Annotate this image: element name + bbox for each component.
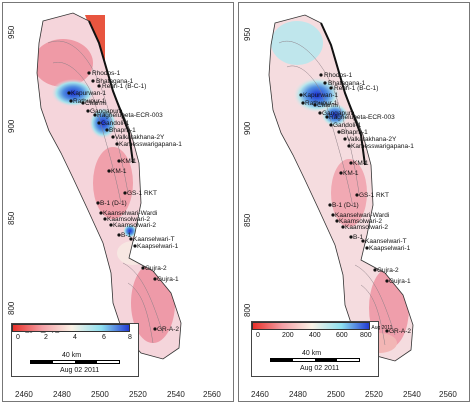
fault-line: [320, 22, 366, 166]
svg-text:Rathupur-1: Rathupur-1: [305, 100, 338, 107]
svg-text:B-1: B-1: [121, 232, 132, 239]
svg-text:GS-1 RKT: GS-1 RKT: [359, 192, 389, 199]
svg-text:Gujra-1: Gujra-1: [157, 276, 179, 283]
y-tick-850: 850: [7, 211, 16, 225]
well-labels-left: Rhodos-1 Bhatagana-1 Rehri-1 (B-C-1) Kap…: [71, 70, 182, 333]
svg-text:Charmi: Charmi: [85, 100, 106, 107]
legend-ticks: 0 200 400 600 800: [256, 332, 372, 339]
svg-text:Rehri-1 (B-C-1): Rehri-1 (B-C-1): [334, 85, 378, 92]
x-tick-2520: 2520: [365, 390, 383, 399]
svg-text:Gujra-2: Gujra-2: [377, 267, 399, 274]
gradient-map-right: Rhodos-1 Bhatagana-1 Rehri-1 (B-C-1) Kap…: [268, 14, 414, 362]
svg-text:GS-1 RKT: GS-1 RKT: [127, 190, 157, 197]
svg-text:Bhapra-1: Bhapra-1: [109, 127, 136, 134]
svg-text:Valkarakhana-2Y: Valkarakhana-2Y: [115, 134, 165, 141]
svg-text:Charmi: Charmi: [317, 102, 338, 109]
svg-text:Gandoli-1: Gandoli-1: [101, 120, 130, 127]
legend-ticks: 0 2 4 6 8: [16, 334, 132, 341]
svg-text:Rhodos-1: Rhodos-1: [324, 72, 353, 79]
svg-text:Kamesswarigapana-1: Kamesswarigapana-1: [351, 143, 414, 150]
svg-text:KM-1: KM-1: [343, 170, 359, 177]
svg-text:Kaanselwari-Wardi: Kaanselwari-Wardi: [335, 212, 389, 219]
y-tick-800: 800: [243, 303, 252, 317]
svg-text:Ragnelupeta-ECR-003: Ragnelupeta-ECR-003: [329, 114, 395, 121]
svg-text:B-1: B-1: [353, 234, 364, 241]
toc-map-left: Rhodos-1 Bhatagana-1 Rehri-1 (B-C-1) Kap…: [36, 12, 182, 360]
x-tick-2540: 2540: [403, 390, 421, 399]
fault-line: [88, 20, 134, 164]
wells-right: [299, 73, 389, 333]
svg-text:Bhatagana-1: Bhatagana-1: [96, 78, 134, 85]
svg-text:Rhodos-1: Rhodos-1: [92, 70, 121, 77]
x-tick-2560: 2560: [203, 390, 221, 399]
y-tick-950: 950: [243, 27, 252, 41]
map-panel-left: Rhodos-1 Bhatagana-1 Rehri-1 (B-C-1) Kap…: [2, 2, 234, 402]
svg-text:Gangapura: Gangapura: [90, 108, 123, 115]
svg-text:B-1 (D-1): B-1 (D-1): [332, 202, 359, 209]
svg-text:GR-A-2: GR-A-2: [389, 328, 411, 335]
svg-text:Gandoli-1: Gandoli-1: [333, 122, 362, 129]
y-tick-950: 950: [7, 25, 16, 39]
map-panel-right: Rhodos-1 Bhatagana-1 Rehri-1 (B-C-1) Kap…: [238, 2, 470, 402]
svg-text:Kaapselwari-1: Kaapselwari-1: [369, 245, 411, 252]
x-tick-2500: 2500: [327, 390, 345, 399]
svg-text:KM-1: KM-1: [353, 160, 369, 167]
colorbar: [12, 324, 130, 332]
svg-text:KM-1: KM-1: [121, 158, 137, 165]
svg-text:Kapurwan-1: Kapurwan-1: [303, 92, 338, 99]
svg-text:Valkarakhana-2Y: Valkarakhana-2Y: [347, 136, 397, 143]
svg-text:Kaamsolwari-2: Kaamsolwari-2: [345, 224, 388, 231]
x-tick-2480: 2480: [53, 390, 71, 399]
x-tick-2540: 2540: [167, 390, 185, 399]
x-tick-2480: 2480: [289, 390, 307, 399]
y-tick-900: 900: [7, 119, 16, 133]
svg-text:Gujra-2: Gujra-2: [145, 265, 167, 272]
svg-text:Ragnelupeta-ECR-003: Ragnelupeta-ECR-003: [97, 112, 163, 119]
svg-text:Gujra-1: Gujra-1: [389, 278, 411, 285]
scale-label: 40 km: [302, 350, 322, 357]
date-label: Aug 02 2011: [60, 367, 100, 374]
x-tick-2560: 2560: [439, 390, 457, 399]
colorbar: [252, 322, 370, 330]
svg-text:Rehri-1 (B-C-1): Rehri-1 (B-C-1): [102, 83, 146, 90]
scale-label: 40 km: [62, 352, 82, 359]
svg-text:KM-1: KM-1: [111, 168, 127, 175]
wells-left: [67, 71, 157, 331]
svg-text:Gangapura: Gangapura: [322, 110, 355, 117]
svg-text:Rathupur-1: Rathupur-1: [73, 98, 106, 105]
date-label: Aug 02 2011: [300, 365, 340, 372]
svg-text:Bhapra-1: Bhapra-1: [341, 129, 368, 136]
svg-text:Kamesswarigapana-1: Kamesswarigapana-1: [119, 141, 182, 148]
svg-text:Kapurwan-1: Kapurwan-1: [71, 90, 106, 97]
y-tick-900: 900: [243, 121, 252, 135]
svg-text:GR-A-2: GR-A-2: [157, 326, 179, 333]
well-labels-right: Rhodos-1 Bhatagana-1 Rehri-1 (B-C-1) Kap…: [303, 72, 414, 335]
x-tick-2520: 2520: [129, 390, 147, 399]
svg-text:B-1 (D-1): B-1 (D-1): [100, 200, 127, 207]
svg-text:Kaamsolwari-2: Kaamsolwari-2: [339, 218, 382, 225]
svg-text:Bhatagana-1: Bhatagana-1: [328, 80, 366, 87]
svg-text:Kaamsolwari-2: Kaamsolwari-2: [107, 216, 150, 223]
x-tick-2460: 2460: [251, 390, 269, 399]
svg-text:Kaanselwari-T: Kaanselwari-T: [133, 236, 175, 243]
y-tick-800: 800: [7, 301, 16, 315]
svg-text:Kaamsolwari-2: Kaamsolwari-2: [113, 222, 156, 229]
scale-bar: [30, 360, 120, 364]
y-tick-850: 850: [243, 213, 252, 227]
svg-text:Kaanselwari-T: Kaanselwari-T: [365, 238, 407, 245]
svg-text:Kaapselwari-1: Kaapselwari-1: [137, 243, 179, 250]
x-tick-2460: 2460: [15, 390, 33, 399]
x-tick-2500: 2500: [91, 390, 109, 399]
legend-left: toc_grid_july_29.scc 0 2 4 6 8 40 km Aug…: [11, 323, 139, 377]
svg-text:Kaanselwari-Wardi: Kaanselwari-Wardi: [103, 210, 157, 217]
scale-bar: [270, 358, 360, 362]
legend-right: S2-grid 150 deg gradient along 1500 flus…: [251, 321, 392, 377]
